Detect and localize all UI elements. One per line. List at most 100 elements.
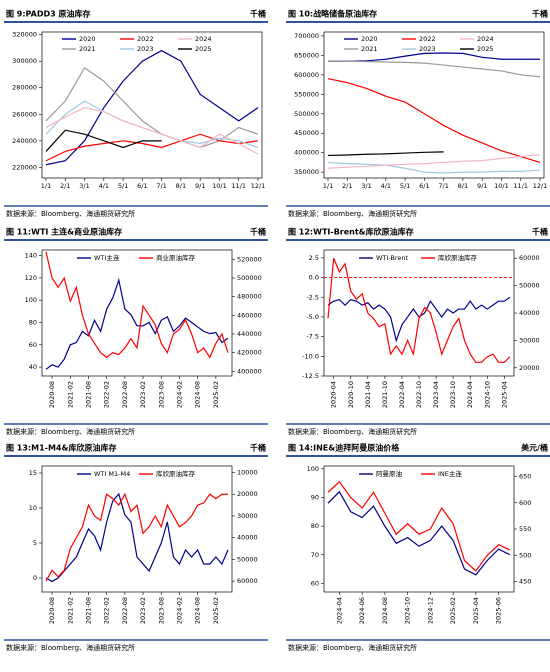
x-tick-label: 12/1 xyxy=(533,182,548,190)
panel-title: 图 13:M1-M4&库欣原油库存 xyxy=(6,443,116,453)
legend-label: WTI-Brent xyxy=(376,254,409,262)
source-note: 数据来源：Bloomberg、海通期货研究所 xyxy=(288,643,417,652)
y2-tick-label: 600 xyxy=(519,499,531,507)
x-tick-label: 2020-08 xyxy=(48,381,56,408)
legend-label: 2020 xyxy=(361,35,378,43)
y2-tick-label: 440000 xyxy=(237,330,262,338)
series-line xyxy=(45,492,228,582)
x-tick-label: 10/1 xyxy=(212,182,227,190)
panel-title: 图 9:PADD3 原油库存 xyxy=(6,9,91,19)
legend-label: 2021 xyxy=(79,45,96,53)
series-line xyxy=(45,129,162,152)
legend-label: 商业原油库存 xyxy=(156,253,196,262)
series-line xyxy=(45,107,259,155)
series-line xyxy=(327,490,511,576)
x-tick-label: 2024-12 xyxy=(426,597,434,624)
x-tick-label: 2024-04 xyxy=(335,597,343,624)
x-tick-label: 2020-04 xyxy=(330,381,338,408)
y-tick-label: 140 xyxy=(25,252,37,260)
x-tick-label: 2022-10 xyxy=(415,381,423,408)
x-tick-label: 2021-02 xyxy=(66,597,74,624)
x-tick-label: 2024-08 xyxy=(194,597,202,624)
x-tick-label: 2024-10 xyxy=(404,597,412,624)
panel-unit: 千桶 xyxy=(250,9,266,19)
series-line xyxy=(327,154,541,169)
y-tick-label: 10 xyxy=(29,504,37,512)
x-tick-label: 12/1 xyxy=(251,182,266,190)
x-tick-label: 7/1 xyxy=(156,182,166,190)
y-tick-label: 60 xyxy=(29,341,37,349)
x-tick-label: 2/1 xyxy=(342,182,352,190)
y-tick-label: -5.0 xyxy=(306,313,319,321)
series-line xyxy=(327,480,511,572)
y-tick-label: 260000 xyxy=(12,110,37,118)
x-tick-label: 2022-02 xyxy=(103,597,111,624)
y-tick-label: 120 xyxy=(25,274,37,282)
legend-label: WTI主连 xyxy=(94,253,120,262)
x-tick-label: 2021-08 xyxy=(84,597,92,624)
legend-label: INE主连 xyxy=(438,469,462,478)
x-tick-label: 8/1 xyxy=(458,182,468,190)
x-tick-label: 11/1 xyxy=(231,182,246,190)
panel-title: 图 14:INE&迪拜阿曼原油价格 xyxy=(288,443,400,453)
x-tick-label: 2022-08 xyxy=(121,597,129,624)
y-tick-label: 700000 xyxy=(294,32,319,40)
y-tick-label: 0.0 xyxy=(309,274,319,282)
legend-label: WTI M1-M4 xyxy=(94,470,130,478)
y-tick-label: 600000 xyxy=(294,71,319,79)
x-tick-label: 2025-02 xyxy=(449,597,457,624)
series-line xyxy=(45,133,259,162)
x-tick-label: 4/1 xyxy=(381,182,391,190)
x-tick-label: 9/1 xyxy=(477,182,487,190)
x-tick-label: 6/1 xyxy=(419,182,429,190)
plot-frame xyxy=(41,465,233,593)
y-tick-label: 100 xyxy=(25,296,37,304)
legend-label: 2021 xyxy=(361,45,378,53)
y2-tick-label: 520000 xyxy=(237,255,262,263)
x-tick-label: 2021-02 xyxy=(66,381,74,408)
source-note: 数据来源：Bloomberg、海通期货研究所 xyxy=(6,643,135,652)
y2-tick-label: 550 xyxy=(519,525,531,533)
legend-label: 2024 xyxy=(195,35,212,43)
panel-unit: 美元/桶 xyxy=(521,443,548,453)
y2-tick-label: 40000 xyxy=(519,309,540,317)
x-tick-label: 2025-02 xyxy=(212,597,220,624)
y-tick-label: 80 xyxy=(29,318,37,326)
x-tick-label: 2022-08 xyxy=(121,381,129,408)
x-tick-label: 5/1 xyxy=(400,182,410,190)
y-tick-label: 350000 xyxy=(294,168,319,176)
series-line xyxy=(328,60,541,78)
y2-tick-label: 30000 xyxy=(519,336,540,344)
y-tick-label: 500000 xyxy=(294,110,319,118)
x-tick-label: 2025-06 xyxy=(495,597,503,624)
series-line xyxy=(45,49,259,166)
y-tick-label: 60 xyxy=(311,579,319,587)
y-tick-label: 550000 xyxy=(294,90,319,98)
source-note: 数据来源：Bloomberg、海通期货研究所 xyxy=(288,427,417,436)
series-line xyxy=(327,257,511,363)
y-tick-label: 240000 xyxy=(12,137,37,145)
series-line xyxy=(45,251,229,359)
series-line xyxy=(328,52,540,62)
x-tick-label: 6/1 xyxy=(137,182,147,190)
y-tick-label: 100 xyxy=(307,465,319,473)
x-tick-label: 2021-04 xyxy=(364,381,372,408)
legend-label: 2024 xyxy=(477,35,494,43)
y-tick-label: -2.5 xyxy=(306,293,319,301)
x-tick-label: 2025-02 xyxy=(212,381,220,408)
x-tick-label: 2022-04 xyxy=(398,381,406,408)
y2-tick-label: 500 xyxy=(519,551,531,559)
y-tick-label: 70 xyxy=(311,551,319,559)
x-tick-label: 1/1 xyxy=(41,182,51,190)
series-line xyxy=(327,161,541,174)
y-tick-label: 40 xyxy=(29,363,37,371)
series-line xyxy=(327,151,444,157)
plot-frame xyxy=(323,249,515,377)
panel-title: 图 10:战略储备原油库存 xyxy=(288,9,377,19)
x-tick-label: 2020-08 xyxy=(48,597,56,624)
x-tick-label: 2024-02 xyxy=(175,381,183,408)
y2-tick-label: 60000 xyxy=(237,577,258,585)
x-tick-label: 8/1 xyxy=(176,182,186,190)
y-tick-label: 650000 xyxy=(294,51,319,59)
